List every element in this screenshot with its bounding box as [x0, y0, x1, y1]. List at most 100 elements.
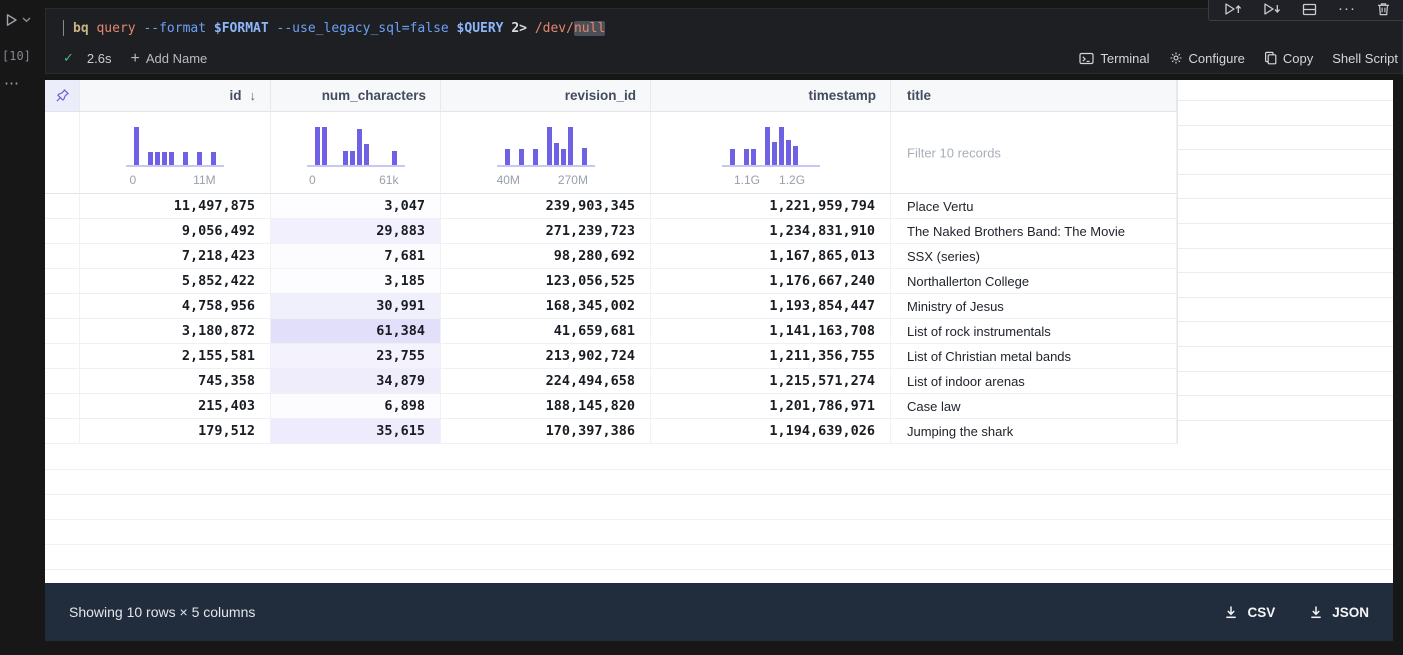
- column-header-id[interactable]: id ↓: [80, 80, 271, 112]
- table-row[interactable]: 3,180,872 61,384 41,659,681 1,141,163,708 Li…: [45, 319, 1177, 344]
- cell-id[interactable]: 215,403: [80, 394, 271, 418]
- column-header-revision_id[interactable]: revision_id: [441, 80, 651, 112]
- play-icon[interactable]: [5, 13, 18, 27]
- row-gutter-cell: [45, 219, 80, 243]
- cell-num_characters[interactable]: 34,879: [271, 369, 441, 393]
- cell-id[interactable]: 9,056,492: [80, 219, 271, 243]
- run-all-above-icon[interactable]: [1224, 2, 1242, 16]
- run-all-below-icon[interactable]: [1263, 2, 1281, 16]
- cell-id[interactable]: 7,218,423: [80, 244, 271, 268]
- row-gutter-cell: [45, 294, 80, 318]
- copy-button[interactable]: Copy: [1264, 51, 1313, 66]
- cell-revision_id[interactable]: 170,397,386: [441, 419, 651, 443]
- table-row[interactable]: 4,758,956 30,991 168,345,002 1,193,854,447 M…: [45, 294, 1177, 319]
- cell-title[interactable]: Northallerton College: [891, 269, 1177, 293]
- filter-input[interactable]: Filter 10 records: [907, 145, 1001, 160]
- more-actions-icon[interactable]: ···: [1338, 0, 1356, 17]
- cell-num_characters[interactable]: 23,755: [271, 344, 441, 368]
- column-header-timestamp[interactable]: timestamp: [651, 80, 891, 112]
- filter-cell-title[interactable]: Filter 10 records: [891, 112, 1177, 194]
- download-json-button[interactable]: JSON: [1309, 605, 1369, 620]
- histogram-bar: [314, 127, 320, 165]
- cell-timestamp[interactable]: 1,221,959,794: [651, 194, 891, 218]
- table-row[interactable]: 7,218,423 7,681 98,280,692 1,167,865,013 SSX…: [45, 244, 1177, 269]
- sort-descending-icon[interactable]: ↓: [249, 88, 257, 103]
- cell-revision_id[interactable]: 41,659,681: [441, 319, 651, 343]
- table-row[interactable]: 745,358 34,879 224,494,658 1,215,571,274 Lis…: [45, 369, 1177, 394]
- cell-revision_id[interactable]: 271,239,723: [441, 219, 651, 243]
- cell-title[interactable]: Ministry of Jesus: [891, 294, 1177, 318]
- pin-column-header[interactable]: [45, 80, 80, 112]
- column-header-num_characters[interactable]: num_characters: [271, 80, 441, 112]
- cell-revision_id[interactable]: 168,345,002: [441, 294, 651, 318]
- table-row[interactable]: 11,497,875 3,047 239,903,345 1,221,959,794 P…: [45, 194, 1177, 219]
- cell-num_characters[interactable]: 30,991: [271, 294, 441, 318]
- cell-title[interactable]: Case law: [891, 394, 1177, 418]
- cell-id[interactable]: 11,497,875: [80, 194, 271, 218]
- command-token: $QUERY: [456, 20, 512, 36]
- command-token: $FORMAT: [213, 20, 277, 36]
- filter-cell-timestamp[interactable]: 1.1G 1.2G: [651, 112, 891, 194]
- shell-script-button[interactable]: Shell Script: [1332, 51, 1398, 66]
- cell-id[interactable]: 745,358: [80, 369, 271, 393]
- cell-revision_id[interactable]: 224,494,658: [441, 369, 651, 393]
- cell-timestamp[interactable]: 1,201,786,971: [651, 394, 891, 418]
- cell-title[interactable]: Place Vertu: [891, 194, 1177, 218]
- cell-timestamp[interactable]: 1,167,865,013: [651, 244, 891, 268]
- histogram-bar: [518, 149, 524, 165]
- table-row[interactable]: 179,512 35,615 170,397,386 1,194,639,026 Jum…: [45, 419, 1177, 444]
- table-row[interactable]: 5,852,422 3,185 123,056,525 1,176,667,240 No…: [45, 269, 1177, 294]
- filter-cell-num_characters[interactable]: 0 61k: [271, 112, 441, 194]
- terminal-button[interactable]: Terminal: [1079, 51, 1150, 66]
- table-row[interactable]: 215,403 6,898 188,145,820 1,201,786,971 Case…: [45, 394, 1177, 419]
- cell-num_characters[interactable]: 3,185: [271, 269, 441, 293]
- cell-title[interactable]: List of rock instrumentals: [891, 319, 1177, 343]
- cell-timestamp[interactable]: 1,194,639,026: [651, 419, 891, 443]
- add-name-button[interactable]: + Add Name: [130, 50, 207, 66]
- cell-id[interactable]: 179,512: [80, 419, 271, 443]
- cell-num_characters[interactable]: 61,384: [271, 319, 441, 343]
- table-row[interactable]: 2,155,581 23,755 213,902,724 1,211,356,755 L…: [45, 344, 1177, 369]
- cell-num_characters[interactable]: 6,898: [271, 394, 441, 418]
- row-gutter-cell: [45, 194, 80, 218]
- cell-num_characters[interactable]: 29,883: [271, 219, 441, 243]
- histogram-range-labels: 40M 270M: [497, 173, 595, 187]
- cell-id[interactable]: 2,155,581: [80, 344, 271, 368]
- cell-timestamp[interactable]: 1,215,571,274: [651, 369, 891, 393]
- filter-cell-revision_id[interactable]: 40M 270M: [441, 112, 651, 194]
- download-csv-button[interactable]: CSV: [1224, 605, 1275, 620]
- configure-button[interactable]: Configure: [1169, 51, 1245, 66]
- cell-timestamp[interactable]: 1,211,356,755: [651, 344, 891, 368]
- column-header-title[interactable]: title: [891, 80, 1177, 112]
- table-row[interactable]: 9,056,492 29,883 271,239,723 1,234,831,910 T…: [45, 219, 1177, 244]
- cell-revision_id[interactable]: 239,903,345: [441, 194, 651, 218]
- cell-title[interactable]: List of Christian metal bands: [891, 344, 1177, 368]
- cell-id[interactable]: 4,758,956: [80, 294, 271, 318]
- cell-revision_id[interactable]: 213,902,724: [441, 344, 651, 368]
- cell-title[interactable]: The Naked Brothers Band: The Movie: [891, 219, 1177, 243]
- cell-num_characters[interactable]: 7,681: [271, 244, 441, 268]
- cell-title[interactable]: List of indoor arenas: [891, 369, 1177, 393]
- histogram-bar: [764, 127, 770, 165]
- run-cell-button[interactable]: [5, 13, 31, 27]
- cell-overflow-menu[interactable]: ⋯: [4, 75, 21, 92]
- code-cell[interactable]: bq query --format $FORMAT --use_legacy_s…: [45, 8, 1403, 74]
- cell-revision_id[interactable]: 123,056,525: [441, 269, 651, 293]
- command-line[interactable]: bq query --format $FORMAT --use_legacy_s…: [63, 20, 606, 36]
- cell-num_characters[interactable]: 35,615: [271, 419, 441, 443]
- cell-timestamp[interactable]: 1,193,854,447: [651, 294, 891, 318]
- cell-timestamp[interactable]: 1,141,163,708: [651, 319, 891, 343]
- cell-revision_id[interactable]: 98,280,692: [441, 244, 651, 268]
- cell-timestamp[interactable]: 1,176,667,240: [651, 269, 891, 293]
- cell-timestamp[interactable]: 1,234,831,910: [651, 219, 891, 243]
- cell-id[interactable]: 3,180,872: [80, 319, 271, 343]
- cell-id[interactable]: 5,852,422: [80, 269, 271, 293]
- chevron-down-icon[interactable]: [22, 17, 31, 23]
- cell-revision_id[interactable]: 188,145,820: [441, 394, 651, 418]
- filter-cell-id[interactable]: 0 11M: [80, 112, 271, 194]
- cell-title[interactable]: SSX (series): [891, 244, 1177, 268]
- cell-title[interactable]: Jumping the shark: [891, 419, 1177, 443]
- delete-cell-icon[interactable]: [1377, 2, 1390, 16]
- cell-num_characters[interactable]: 3,047: [271, 194, 441, 218]
- split-cell-icon[interactable]: [1302, 3, 1317, 16]
